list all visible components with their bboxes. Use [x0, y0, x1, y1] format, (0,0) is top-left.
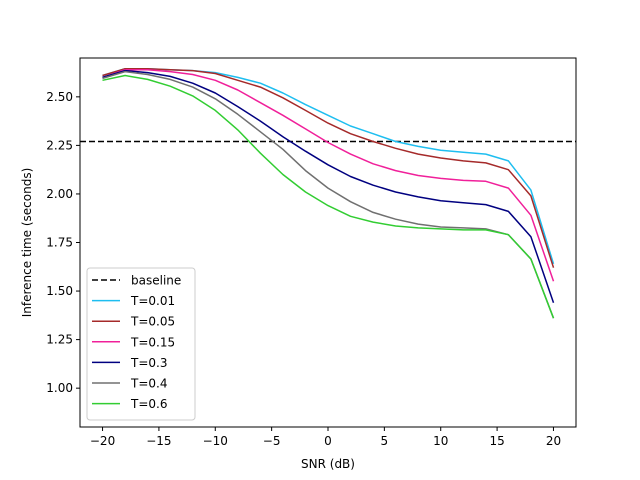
legend-label: T=0.15	[130, 335, 175, 349]
y-tick-label: 2.25	[46, 138, 73, 152]
x-tick-label: 20	[546, 434, 561, 448]
series-line	[102, 74, 555, 319]
series-line	[102, 69, 555, 303]
x-tick-label: 10	[433, 434, 448, 448]
legend-label: T=0.05	[130, 315, 175, 329]
legend-label: T=0.4	[130, 377, 167, 391]
x-tick-label: 15	[489, 434, 504, 448]
legend-label: T=0.01	[130, 294, 175, 308]
x-axis-label: SNR (dB)	[301, 457, 355, 471]
x-tick-label: −15	[146, 434, 171, 448]
legend-label: T=0.6	[130, 397, 167, 411]
plot-frame	[79, 57, 577, 428]
series-line	[102, 68, 555, 282]
x-tick-label: 5	[381, 434, 389, 448]
legend-label: baseline	[131, 274, 181, 288]
y-tick-label: 1.25	[46, 333, 73, 347]
x-tick-label: −5	[263, 434, 281, 448]
x-tick-label: 0	[324, 434, 332, 448]
x-axis-ticks: −20 −15 −10 −5 0 5 10 15 20	[90, 427, 561, 448]
series-line	[102, 70, 555, 319]
plot-lines	[80, 67, 576, 319]
x-tick-label: −10	[203, 434, 228, 448]
legend-frame	[86, 267, 196, 421]
x-tick-label: −20	[90, 434, 115, 448]
legend-label: T=0.3	[130, 356, 167, 370]
series-line	[102, 67, 555, 268]
y-axis-label: Inference time (seconds)	[20, 168, 34, 318]
y-tick-label: 1.50	[46, 284, 73, 298]
y-axis-ticks: 1.00 1.25 1.50 1.75 2.00 2.25 2.50	[46, 90, 80, 395]
legend: baseline T=0.01 T=0.05 T=0.15 T=0.3 T=0.4 T=0.…	[86, 267, 196, 421]
y-tick-label: 2.00	[46, 187, 73, 201]
y-tick-label: 1.75	[46, 236, 73, 250]
y-tick-label: 1.00	[46, 381, 73, 395]
y-tick-label: 2.50	[46, 90, 73, 104]
